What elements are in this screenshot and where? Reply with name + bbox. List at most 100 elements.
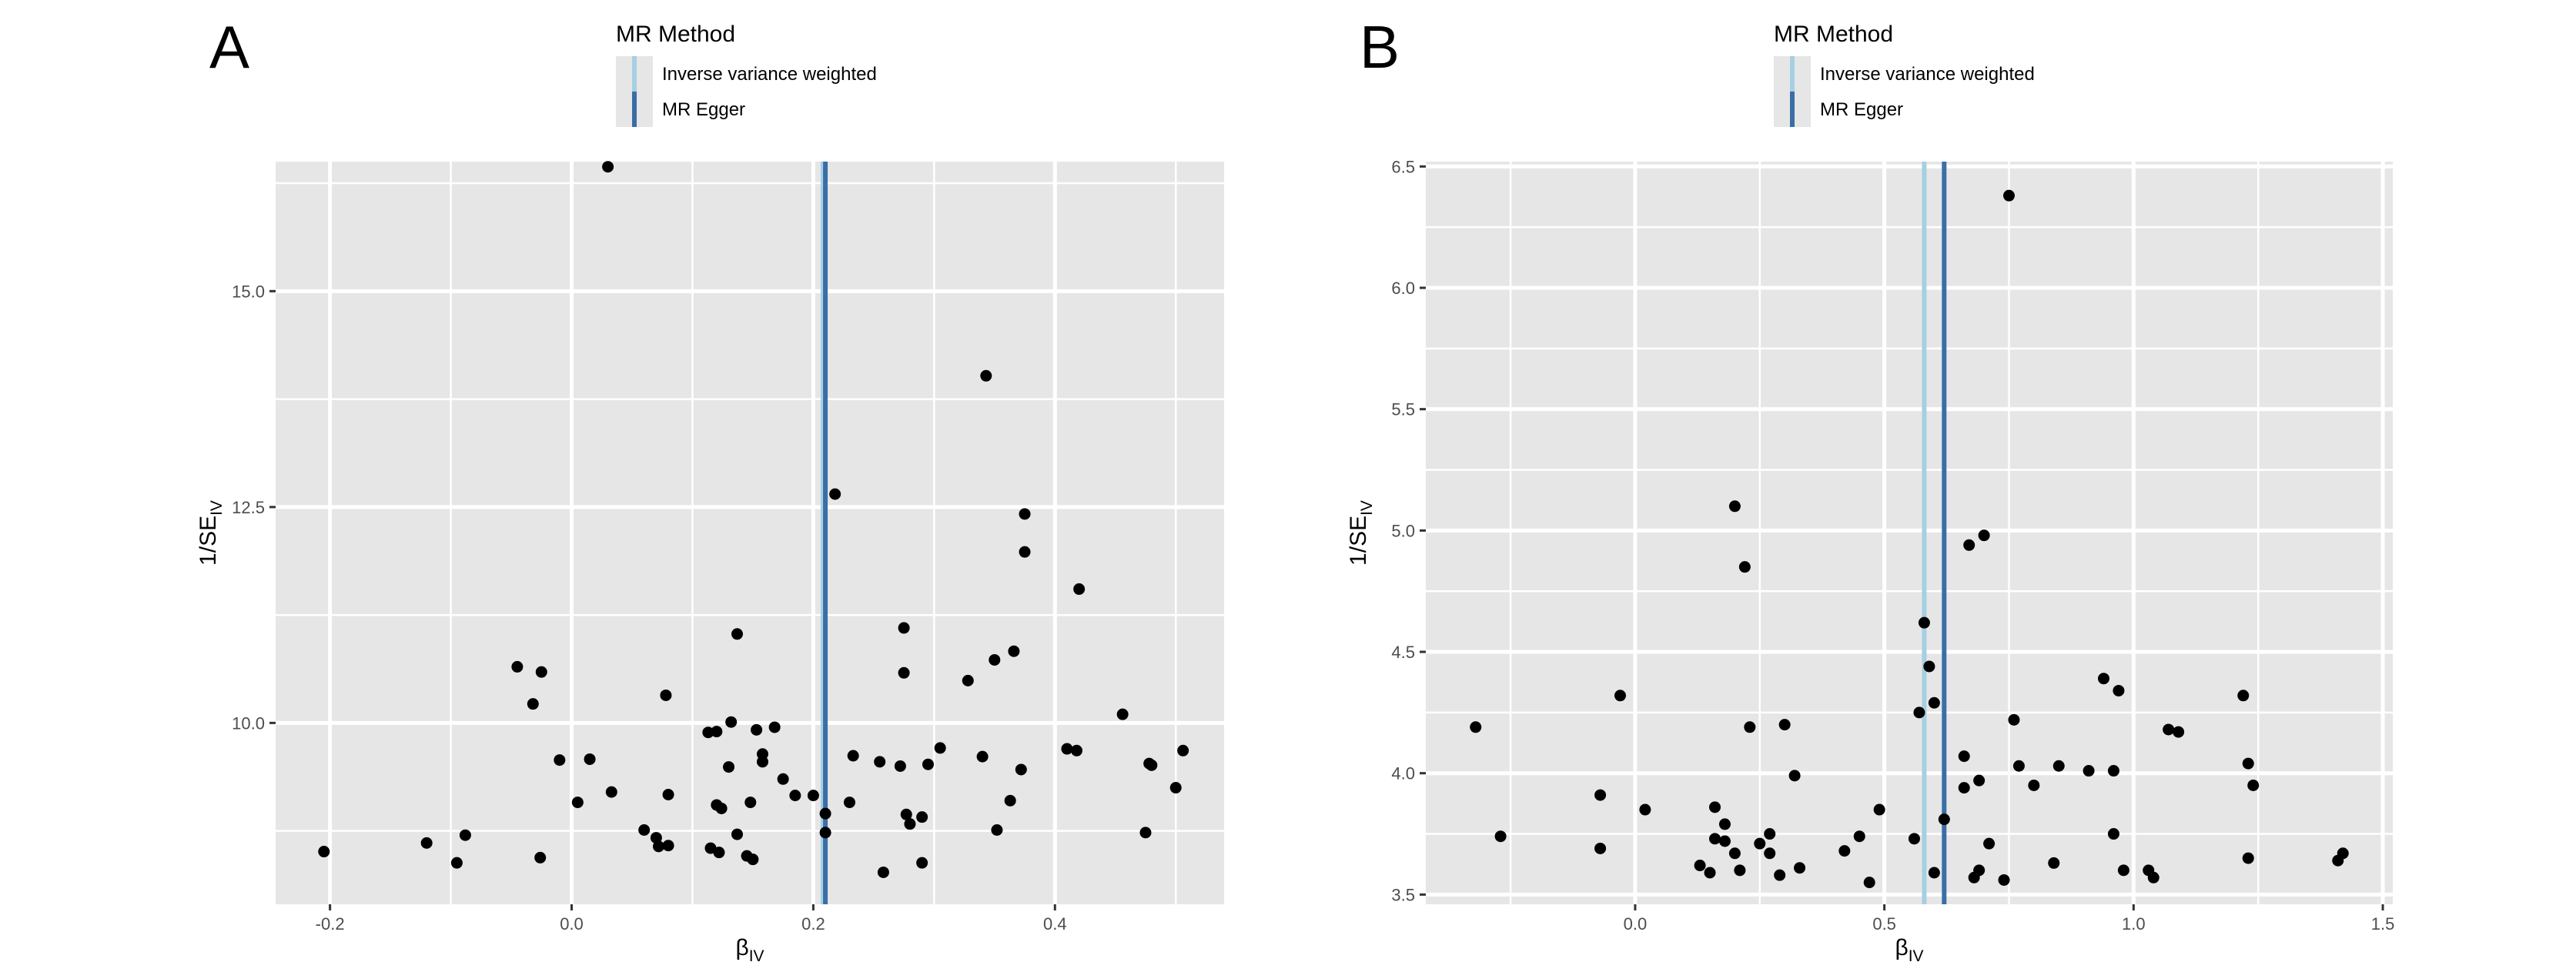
data-point-a bbox=[534, 851, 547, 863]
data-point-b bbox=[1754, 837, 1766, 850]
plot-background-b bbox=[1426, 162, 2393, 904]
data-point-b bbox=[1728, 847, 1741, 860]
data-point-a bbox=[571, 797, 584, 809]
data-point-b bbox=[1728, 500, 1741, 513]
data-point-a bbox=[976, 750, 989, 763]
data-point-b bbox=[2173, 726, 2185, 738]
data-point-a bbox=[459, 829, 471, 841]
data-point-a bbox=[702, 726, 714, 739]
data-point-b bbox=[2012, 760, 2025, 772]
legend-label-ivw-b: Inverse variance weighted bbox=[1820, 64, 2035, 85]
data-point-a bbox=[1008, 645, 1020, 657]
data-point-b bbox=[1928, 867, 1940, 879]
data-point-a bbox=[535, 666, 547, 678]
data-point-b bbox=[1774, 869, 1786, 881]
data-point-a bbox=[922, 758, 934, 770]
data-point-a bbox=[711, 726, 723, 738]
data-point-b bbox=[1694, 860, 1706, 872]
data-point-b bbox=[1614, 690, 1626, 702]
data-point-b bbox=[1794, 862, 1806, 874]
data-point-a bbox=[1019, 508, 1031, 520]
data-point-b bbox=[1973, 864, 1986, 877]
data-point-a bbox=[662, 788, 674, 800]
x-tick-label-b: 1.0 bbox=[2122, 914, 2146, 934]
y-tick-label-a: 12.5 bbox=[232, 498, 265, 517]
data-point-a bbox=[877, 866, 889, 878]
data-point-b bbox=[1983, 837, 1996, 850]
y-tick-label-b: 6.5 bbox=[1391, 157, 1415, 176]
data-point-b bbox=[1764, 847, 1776, 860]
data-point-b bbox=[1913, 706, 1925, 719]
data-point-a bbox=[318, 846, 330, 858]
data-point-b bbox=[1738, 561, 1751, 573]
data-point-a bbox=[511, 660, 524, 673]
data-point-b bbox=[1718, 818, 1731, 830]
x-tick-label-b: 0.0 bbox=[1624, 914, 1648, 934]
data-point-b bbox=[2163, 723, 2175, 736]
data-point-a bbox=[807, 790, 819, 802]
data-point-b bbox=[1494, 830, 1507, 843]
data-point-b bbox=[2008, 713, 2020, 726]
x-tick-label-b: 0.5 bbox=[1872, 914, 1896, 934]
data-point-a bbox=[744, 797, 757, 809]
data-point-b bbox=[1734, 864, 1746, 877]
data-point-a bbox=[638, 824, 651, 836]
data-point-a bbox=[1061, 743, 1073, 755]
data-point-b bbox=[1958, 750, 1970, 763]
data-point-a bbox=[723, 761, 735, 773]
data-point-a bbox=[980, 369, 992, 382]
y-tick-label-b: 5.5 bbox=[1391, 400, 1415, 419]
data-point-a bbox=[819, 807, 831, 820]
legend-title-a: MR Method bbox=[616, 22, 735, 47]
data-point-b bbox=[1973, 774, 1986, 787]
data-point-b bbox=[2242, 757, 2254, 770]
data-point-a bbox=[715, 802, 728, 814]
data-point-a bbox=[1004, 794, 1016, 807]
data-point-b bbox=[2097, 673, 2109, 685]
data-point-b bbox=[2002, 189, 2015, 202]
data-point-b bbox=[2052, 760, 2065, 772]
data-point-b bbox=[1908, 833, 1920, 845]
legend-a: MR Method Inverse variance weighted MR E… bbox=[616, 22, 877, 127]
data-point-a bbox=[894, 760, 906, 772]
data-point-b bbox=[1873, 803, 1885, 816]
data-point-a bbox=[713, 847, 725, 859]
data-point-b bbox=[1718, 835, 1731, 847]
data-point-a bbox=[527, 698, 539, 710]
data-point-a bbox=[1169, 782, 1182, 794]
data-point-a bbox=[450, 857, 463, 869]
data-point-a bbox=[1177, 744, 1189, 757]
data-point-a bbox=[819, 827, 831, 839]
legend-label-egger-a: MR Egger bbox=[662, 99, 745, 120]
data-point-b bbox=[2107, 828, 2119, 840]
data-point-b bbox=[1744, 721, 1756, 733]
data-point-a bbox=[916, 857, 928, 869]
panel-a: A MR Method Inverse variance weighted MR… bbox=[196, 13, 1224, 965]
axes-a: -0.2 0.0 0.2 0.4 10.0 12.5 15.0 bbox=[232, 282, 1066, 934]
method-lines-b bbox=[1922, 162, 1947, 904]
data-point-a bbox=[747, 853, 759, 866]
data-point-a bbox=[989, 653, 1001, 666]
data-point-b bbox=[1863, 877, 1875, 889]
x-axis-label-a: βIV bbox=[735, 935, 764, 965]
panel-b: B MR Method Inverse variance weighted MR… bbox=[1346, 13, 2394, 965]
data-point-b bbox=[1998, 873, 2010, 886]
data-point-b bbox=[1958, 782, 1970, 794]
gridlines-a bbox=[276, 162, 1224, 904]
legend-label-egger-b: MR Egger bbox=[1820, 99, 1903, 120]
data-point-a bbox=[1073, 583, 1086, 595]
data-point-b bbox=[2048, 857, 2060, 869]
data-point-a bbox=[731, 628, 744, 640]
data-point-b bbox=[2147, 871, 2159, 883]
data-point-a bbox=[768, 721, 781, 733]
data-point-a bbox=[843, 797, 855, 809]
data-point-a bbox=[777, 773, 789, 785]
data-point-b bbox=[1704, 867, 1716, 879]
data-point-a bbox=[1146, 759, 1158, 771]
data-point-b bbox=[1788, 770, 1801, 782]
data-point-a bbox=[789, 790, 801, 802]
data-point-a bbox=[420, 837, 433, 849]
y-tick-label-b: 3.5 bbox=[1391, 885, 1415, 904]
data-point-a bbox=[751, 723, 763, 736]
